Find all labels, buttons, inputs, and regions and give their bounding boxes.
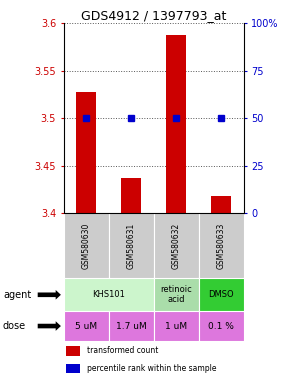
Bar [109,213,154,278]
Text: GSM580632: GSM580632 [172,223,181,269]
Bar [121,178,141,213]
Bar [199,311,244,341]
Text: DMSO: DMSO [208,290,234,299]
Bar [166,35,186,213]
Text: agent: agent [3,290,31,300]
Bar [154,311,199,341]
Title: GDS4912 / 1397793_at: GDS4912 / 1397793_at [81,9,226,22]
Bar [64,311,109,341]
Text: GSM580630: GSM580630 [82,223,91,269]
Bar [66,364,80,374]
Bar [199,278,244,311]
Text: KHS101: KHS101 [92,290,125,299]
Text: GSM580633: GSM580633 [217,223,226,269]
Bar [154,213,199,278]
Bar [199,213,244,278]
Bar [154,278,199,311]
Bar [211,196,231,213]
Text: retinoic
acid: retinoic acid [160,285,192,305]
Bar [109,311,154,341]
Text: dose: dose [3,321,26,331]
Text: 1.7 uM: 1.7 uM [116,321,147,331]
Bar [64,278,154,311]
Text: transformed count: transformed count [87,346,159,355]
Text: GSM580631: GSM580631 [127,223,136,269]
Bar [76,93,96,213]
Text: 0.1 %: 0.1 % [208,321,234,331]
Text: 1 uM: 1 uM [165,321,187,331]
Text: 5 uM: 5 uM [75,321,97,331]
Bar [64,213,109,278]
Bar [66,346,80,356]
Text: percentile rank within the sample: percentile rank within the sample [87,364,217,373]
